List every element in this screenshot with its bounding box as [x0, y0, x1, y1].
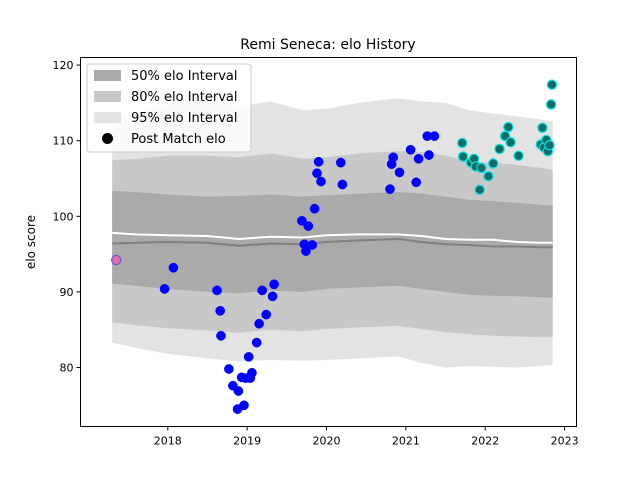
- x-tick-label: 2021: [392, 435, 420, 448]
- legend-label-50: 50% elo Interval: [131, 69, 238, 84]
- data-point-teal: [546, 79, 558, 90]
- x-tick-label: 2018: [154, 435, 182, 448]
- legend-marker-points: [102, 133, 113, 144]
- central-lines: [112, 231, 553, 249]
- data-point-blue: [388, 152, 399, 163]
- interval-bands: [112, 93, 553, 368]
- data-point-teal: [494, 143, 505, 155]
- data-point-blue: [303, 221, 314, 231]
- data-point-teal: [483, 170, 494, 182]
- data-point-teal: [457, 137, 468, 149]
- y-axis-label: elo score: [24, 215, 38, 269]
- data-point-blue: [159, 284, 170, 294]
- legend-swatch-95: [94, 112, 121, 123]
- post-match-points: [110, 79, 558, 414]
- data-point-blue: [405, 144, 416, 155]
- data-point-blue: [261, 309, 272, 320]
- data-point-blue: [233, 386, 244, 396]
- x-axis-ticks: 2018 2019 2020 2021 2022 2023: [154, 426, 579, 448]
- x-tick-label: 2022: [471, 435, 499, 448]
- data-point-blue: [216, 330, 226, 341]
- data-point-blue: [335, 157, 346, 168]
- data-point-blue: [429, 131, 440, 141]
- data-point-blue: [243, 352, 254, 362]
- plot-frame: [80, 57, 577, 427]
- legend: 50% elo Interval 80% elo Interval 95% el…: [86, 63, 252, 153]
- mean-line: [112, 231, 553, 244]
- data-point-blue: [257, 285, 268, 296]
- data-point-teal: [488, 158, 499, 169]
- data-point-teal: [457, 151, 469, 162]
- data-point-blue: [337, 179, 348, 190]
- data-point-blue: [385, 184, 395, 194]
- data-point-blue: [267, 291, 278, 302]
- data-point-blue: [168, 262, 179, 273]
- data-point-blue: [394, 167, 405, 178]
- data-point-blue: [297, 215, 307, 226]
- data-point-blue: [239, 400, 249, 411]
- data-point-pink: [110, 254, 122, 266]
- data-point-blue: [316, 176, 326, 187]
- data-point-blue: [312, 168, 322, 179]
- x-tick-label: 2023: [551, 435, 579, 448]
- data-point-blue: [309, 203, 320, 214]
- legend-swatch-80: [94, 91, 121, 102]
- legend-label-80: 80% elo Interval: [131, 90, 238, 105]
- y-tick-label: 100: [53, 210, 74, 223]
- y-axis-ticks: 80 90 100 110 120: [53, 59, 81, 375]
- data-point-teal: [544, 139, 555, 151]
- y-tick-label: 120: [53, 59, 74, 72]
- legend-swatch-50: [94, 70, 121, 81]
- data-point-blue: [212, 285, 222, 296]
- data-point-blue: [251, 337, 262, 348]
- data-point-teal: [476, 162, 487, 174]
- data-point-teal: [545, 99, 557, 110]
- band-50: [112, 190, 553, 298]
- data-point-blue: [301, 246, 311, 256]
- data-point-blue: [224, 364, 234, 374]
- data-point-blue: [313, 156, 324, 167]
- data-point-teal: [513, 150, 524, 161]
- data-point-teal: [505, 136, 516, 148]
- data-point-blue: [269, 279, 279, 290]
- data-point-blue: [424, 150, 434, 160]
- data-point-blue: [254, 318, 264, 329]
- y-tick-label: 110: [53, 135, 74, 148]
- data-point-teal: [474, 184, 485, 195]
- chart-title: Remi Seneca: elo History: [240, 37, 415, 53]
- data-point-blue: [247, 367, 257, 378]
- data-point-blue: [307, 240, 318, 250]
- legend-label-points: Post Match elo: [131, 132, 226, 147]
- median-line: [112, 237, 553, 249]
- data-point-teal: [537, 122, 548, 134]
- legend-box: [86, 63, 252, 153]
- y-tick-label: 80: [60, 362, 74, 375]
- legend-label-95: 95% elo Interval: [131, 111, 238, 126]
- x-tick-label: 2019: [233, 435, 261, 448]
- data-point-blue: [411, 177, 422, 188]
- x-tick-label: 2020: [313, 435, 341, 448]
- data-point-blue: [215, 305, 226, 316]
- data-point-teal: [503, 121, 514, 133]
- data-point-blue: [413, 153, 424, 164]
- y-tick-label: 90: [60, 286, 74, 299]
